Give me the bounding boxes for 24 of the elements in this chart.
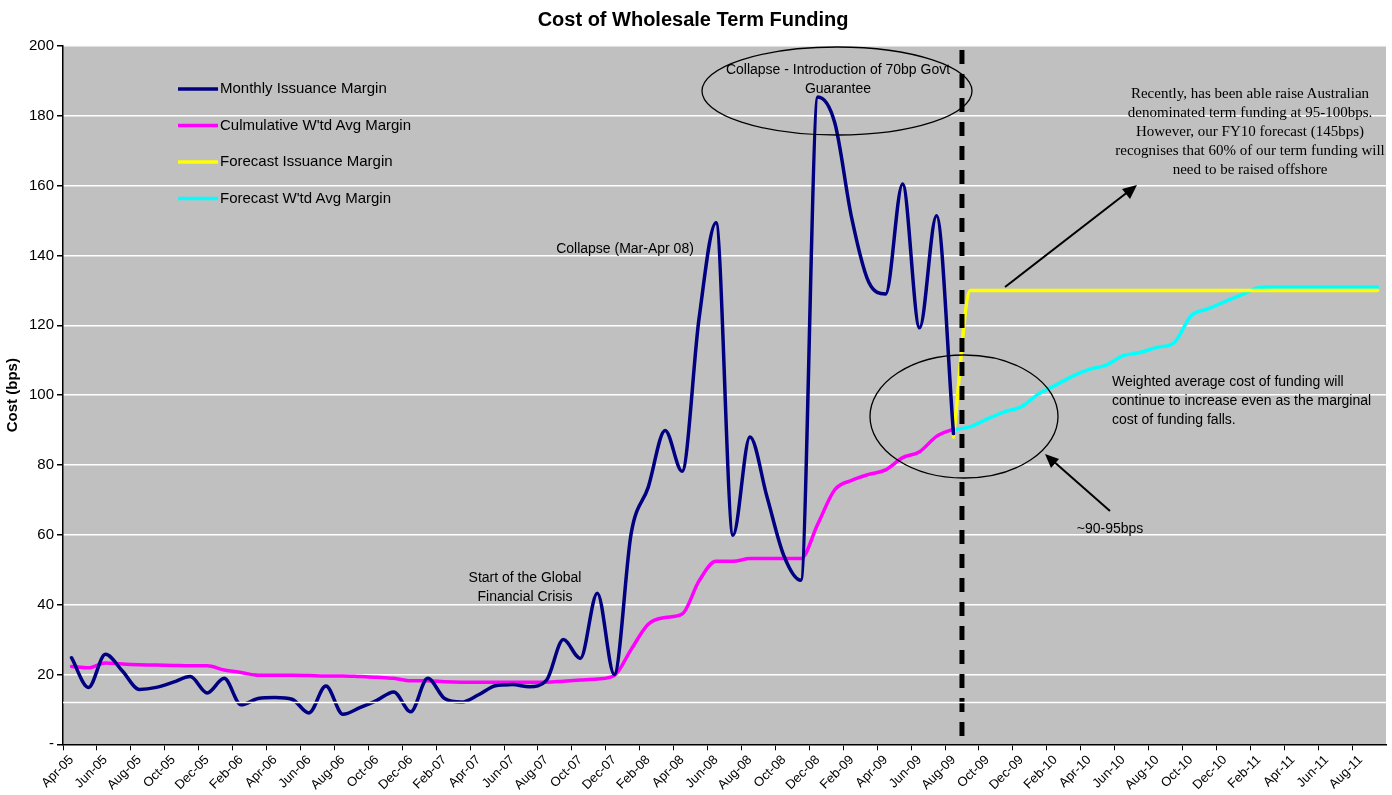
annotation: Collapse (Mar-Apr 08) — [555, 239, 695, 258]
y-tick-label: 60 — [37, 524, 55, 542]
annotation: Recently, has been able raise Australian denominated term funding at 95-100bps. However, our FY10 forecast (145bps) recognises that 60% of our term funding will need to be raised offshore — [1114, 84, 1386, 179]
y-tick-label: 120 — [29, 315, 55, 333]
y-axis-title: Cost (bps) — [3, 358, 21, 433]
y-tick-label: 20 — [37, 664, 55, 682]
annotation: Start of the Global Financial Crisis — [467, 568, 583, 606]
y-tick-label: 200 — [29, 36, 55, 54]
y-tick-label: 140 — [29, 245, 55, 263]
y-tick-label: 180 — [29, 105, 55, 123]
annotation: Collapse - Introduction of 70bp Govt Guarantee — [724, 60, 952, 98]
chart-title: Cost of Wholesale Term Funding — [537, 7, 849, 30]
legend-label: Monthly Issuance Margin — [220, 79, 387, 97]
legend-label: Forecast W'td Avg Margin — [220, 188, 392, 206]
y-tick-label: 40 — [37, 594, 55, 612]
y-tick-label: 80 — [37, 455, 55, 473]
legend-label: Forecast Issuance Margin — [220, 152, 393, 170]
y-tick-label: - — [49, 734, 55, 752]
y-tick-label: 100 — [29, 385, 55, 403]
line-series — [69, 95, 956, 717]
y-tick-label: 160 — [29, 175, 55, 193]
annotation: ~90-95bps — [1075, 519, 1145, 538]
annotation: Weighted average cost of funding will continue to increase even as the marginal cost of funding falls. — [1112, 372, 1372, 429]
legend-label: Culmulative W'td Avg Margin — [220, 115, 412, 133]
